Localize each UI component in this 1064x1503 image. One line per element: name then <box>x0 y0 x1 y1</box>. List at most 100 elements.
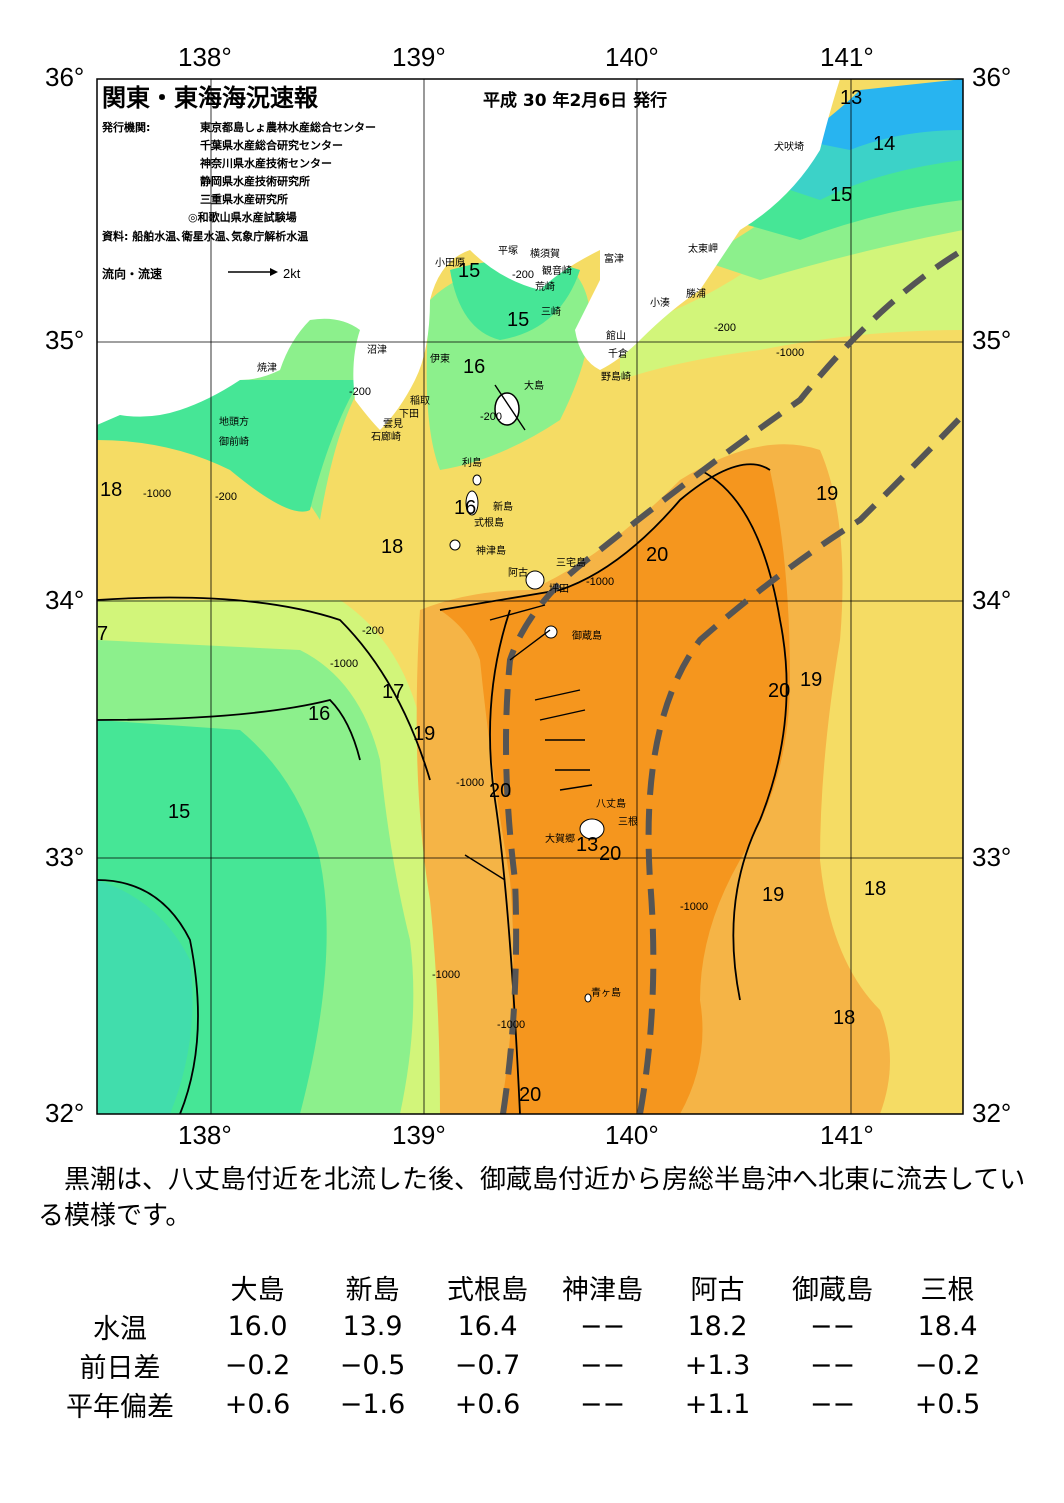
map-header: 関東・東海海況速報 平成 30 年2月6日 発行 発行機関: 東京都島しょ農林水… <box>101 84 667 281</box>
lat-label-left: 35° <box>45 325 85 355</box>
table-cell: 13.9 <box>342 1311 403 1342</box>
legend-current-label: 流向・流速 <box>102 266 162 281</box>
table-cell: −1.6 <box>339 1389 406 1420</box>
lat-label-left: 33° <box>45 842 85 872</box>
table-cell: 16.0 <box>227 1311 288 1342</box>
table-cell: +0.6 <box>224 1389 291 1420</box>
place-label: 横須賀 <box>530 247 560 260</box>
place-label: 太東岬 <box>688 242 718 255</box>
table-cell: 18.2 <box>687 1311 748 1342</box>
place-label: 野島崎 <box>601 370 631 383</box>
table-corner <box>40 1268 200 1307</box>
island-toshima <box>472 474 482 486</box>
current-arrow <box>489 604 546 621</box>
table-cell: +1.3 <box>684 1350 751 1381</box>
table-row: 平年偏差 +0.6 −1.6 +0.6 −− +1.1 −− +0.5 <box>40 1385 1005 1424</box>
isotherm-label: 19 <box>413 723 435 745</box>
map-title: 関東・東海海況速報 <box>102 84 319 112</box>
island-niijima <box>465 490 479 516</box>
isotherm-label: 20 <box>599 843 621 865</box>
issuer-item: 神奈川県水産技術センター <box>200 156 332 170</box>
current-arrow <box>464 854 506 881</box>
isotherm-label: 16 <box>308 703 330 725</box>
table-cell: −− <box>579 1350 626 1381</box>
table-cell: +0.6 <box>454 1389 521 1420</box>
current-arrow <box>559 784 593 791</box>
isotherm-label: 7 <box>97 623 108 645</box>
lon-label-top: 138° <box>178 42 232 72</box>
isotherm-20-core <box>489 609 521 1114</box>
depth-label: -1000 <box>680 901 708 913</box>
isotherm-label: 18 <box>100 479 122 501</box>
place-label: 平塚 <box>498 245 518 257</box>
isotherm-16 <box>97 699 361 761</box>
data-source: 資料: 船舶水温､衛星水温､気象庁解析水温 <box>102 229 308 243</box>
summary-text: 黒潮は、八丈島付近を北流した後、御蔵島付近から房総半島沖へ北東に流去している模様… <box>38 1165 1026 1231</box>
lon-label-bottom: 138° <box>178 1120 232 1150</box>
row-label-day-diff: 前日差 <box>79 1353 161 1384</box>
table-cell: −− <box>809 1350 856 1381</box>
place-label: 石廊崎 <box>371 430 401 443</box>
place-label: 沼津 <box>367 343 387 356</box>
depth-label: -1000 <box>330 658 358 670</box>
isotherm-label: 13 <box>576 834 598 856</box>
lat-label-right: 34° <box>972 585 1012 615</box>
place-label: 大賀郷 <box>545 832 575 845</box>
table-column-header: 式根島 <box>447 1275 528 1306</box>
depth-label: -200 <box>512 269 534 281</box>
place-label: 御前崎 <box>219 435 249 448</box>
table-column-header: 大島 <box>230 1275 285 1306</box>
island-aogashima <box>584 993 592 1003</box>
table-cell: −− <box>809 1389 856 1420</box>
lat-label-left: 36° <box>45 62 85 92</box>
isotherm-label: 19 <box>816 483 838 505</box>
lat-label-left: 34° <box>45 585 85 615</box>
place-label: 犬吠埼 <box>774 140 804 153</box>
depth-label: -1000 <box>432 969 460 981</box>
temperature-table: 大島 新島 式根島 神津島 阿古 御蔵島 三根 水温 16.0 13.9 16.… <box>40 1268 1005 1424</box>
isotherm-label: 18 <box>864 878 886 900</box>
table-cell: −0.2 <box>914 1350 981 1381</box>
current-arrow <box>494 384 526 431</box>
place-label: 荒崎 <box>535 280 555 293</box>
issue-date: 平成 30 年2月6日 発行 <box>483 90 667 111</box>
table-cell: −0.7 <box>454 1350 521 1381</box>
table-cell: −− <box>809 1311 856 1342</box>
isotherm-20-west <box>439 463 771 611</box>
lat-label-right: 35° <box>972 325 1012 355</box>
island-mikurajima <box>544 625 558 639</box>
depth-label: -200 <box>215 491 237 503</box>
isotherm-label: 18 <box>381 536 403 558</box>
lon-label-top: 139° <box>392 42 446 72</box>
island-miyakejima <box>525 570 545 590</box>
depth-label: -200 <box>480 411 502 423</box>
island-oshima <box>494 392 520 426</box>
table-cell: −− <box>579 1389 626 1420</box>
place-label: 式根島 <box>474 516 504 529</box>
legend-arrowhead-icon <box>270 268 278 276</box>
isotherm-label: 16 <box>454 497 476 519</box>
isotherm-label: 20 <box>768 680 790 702</box>
issuer-item: ◎和歌山県水産試験場 <box>188 210 297 224</box>
row-label-normal-diff: 平年偏差 <box>66 1392 174 1423</box>
place-label: 八丈島 <box>596 797 626 810</box>
field-14 <box>97 880 193 1114</box>
kuroshio-path <box>500 247 966 1115</box>
isotherm-label: 16 <box>463 356 485 378</box>
field-15 <box>97 720 327 1114</box>
legend-speed-label: 2kt <box>283 266 301 281</box>
depth-label: -200 <box>362 625 384 637</box>
row-label-water-temp: 水温 <box>93 1314 147 1345</box>
isotherm-lines <box>97 463 788 1114</box>
place-label: 勝浦 <box>686 287 706 300</box>
table-column-header: 阿古 <box>690 1275 745 1306</box>
issuer-item: 静岡県水産技術研究所 <box>200 174 310 188</box>
place-label: 地頭方 <box>219 415 249 428</box>
place-label: 小田原 <box>435 257 465 269</box>
place-label: 青ヶ島 <box>591 986 621 999</box>
table-column-header: 新島 <box>345 1275 400 1306</box>
place-label: 阿古 <box>508 566 528 579</box>
place-name-group: 犬吠埼 太東岬 勝浦 小湊 富津 横須賀 観音崎 平塚 小田原 荒崎 三崎 館山… <box>219 140 804 999</box>
current-arrow <box>534 689 581 701</box>
graticule <box>97 79 963 1114</box>
